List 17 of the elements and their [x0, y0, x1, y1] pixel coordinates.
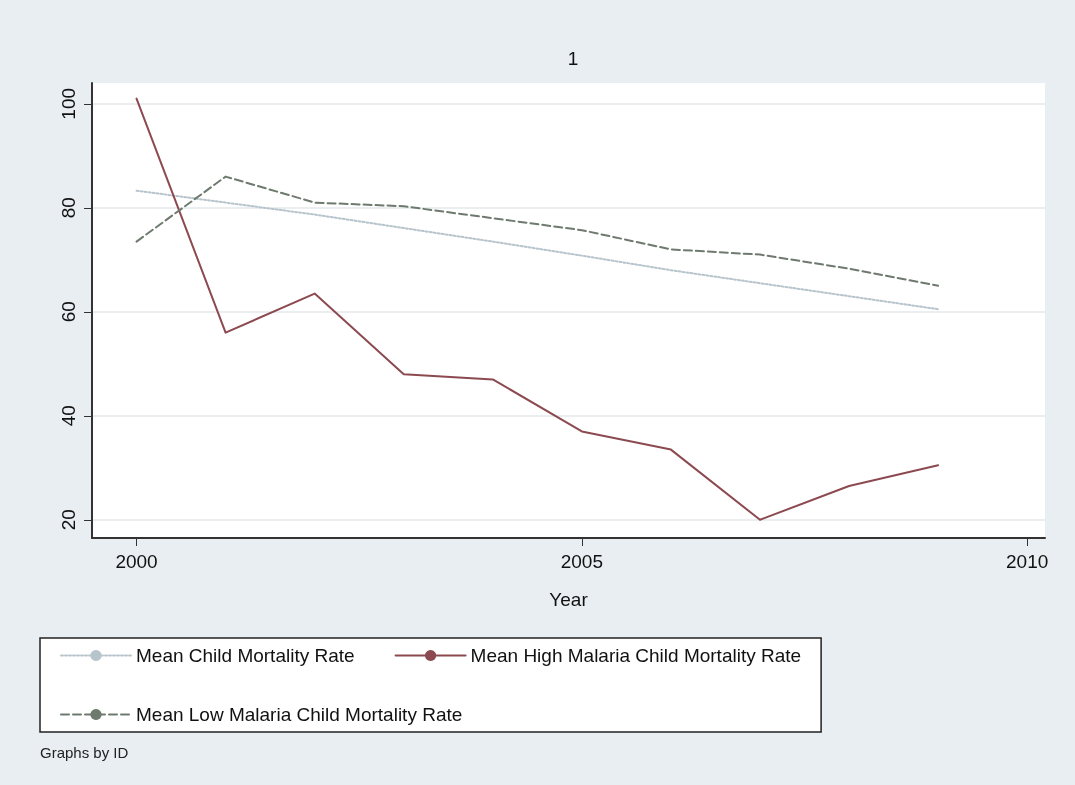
legend-label: Mean Low Malaria Child Mortality Rate — [136, 704, 463, 725]
x-axis-title: Year — [549, 589, 589, 610]
y-tick-label: 40 — [58, 405, 79, 427]
y-tick-label: 80 — [58, 197, 79, 219]
chart-title: 1 — [567, 48, 579, 69]
y-tick-label: 100 — [58, 87, 79, 120]
line-series — [135, 97, 940, 521]
legend-label: Mean High Malaria Child Mortality Rate — [470, 645, 802, 666]
x-tick-label: 2000 — [115, 551, 158, 572]
x-tick-label: 2005 — [560, 551, 603, 572]
legend-label: Mean Child Mortality Rate — [136, 645, 355, 666]
text: Graphs by ID — [40, 744, 129, 761]
y-tick-label: 60 — [58, 301, 79, 323]
y-tick-label: 20 — [58, 509, 79, 531]
x-tick-label: 2010 — [1006, 551, 1049, 572]
line-series — [135, 175, 940, 287]
line-series — [135, 189, 940, 311]
